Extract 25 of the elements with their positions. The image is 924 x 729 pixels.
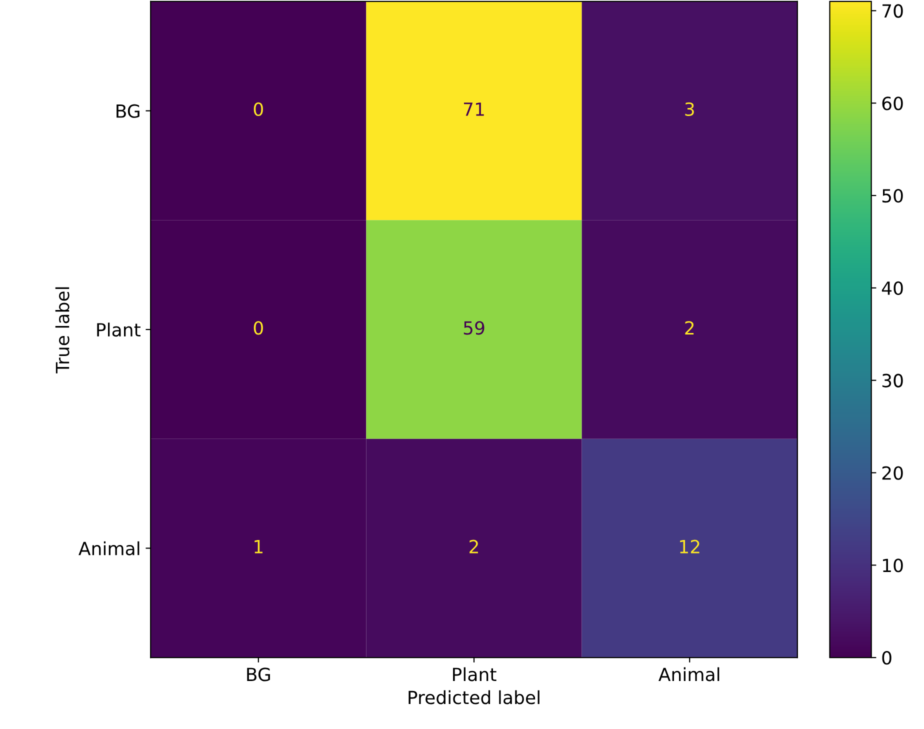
color-bar-label: 70 [882, 4, 903, 18]
y-tick-label: Plant [97, 322, 140, 337]
color-bar-label: 10 [883, 558, 903, 572]
x-tick-label: Plant [453, 667, 496, 682]
x-axis-title: Predicted label [408, 690, 540, 704]
y-axis-title: True label [55, 287, 70, 374]
color-bar-label: 20 [882, 466, 903, 480]
color-bar-label: 50 [882, 188, 903, 203]
x-tick-label: BG [247, 668, 270, 682]
color-bar-label: 0 [882, 651, 892, 665]
data-label: 2 [685, 321, 694, 334]
x-tick-label: Animal [658, 667, 720, 682]
data-label: 0 [254, 321, 263, 335]
data-label: 3 [685, 102, 694, 116]
color-bar-label: 60 [882, 96, 903, 110]
data-label: 1 [254, 540, 262, 554]
data-label: 2 [470, 540, 478, 554]
color-bar-label: 30 [882, 374, 903, 388]
data-label: 0 [254, 102, 263, 116]
data-label: 71 [464, 102, 484, 116]
data-label: 12 [680, 540, 700, 554]
data-label: 59 [464, 321, 484, 335]
y-tick-label: BG [116, 104, 140, 118]
y-tick-label: Animal [78, 541, 140, 556]
color-bar-label: 40 [882, 281, 903, 296]
